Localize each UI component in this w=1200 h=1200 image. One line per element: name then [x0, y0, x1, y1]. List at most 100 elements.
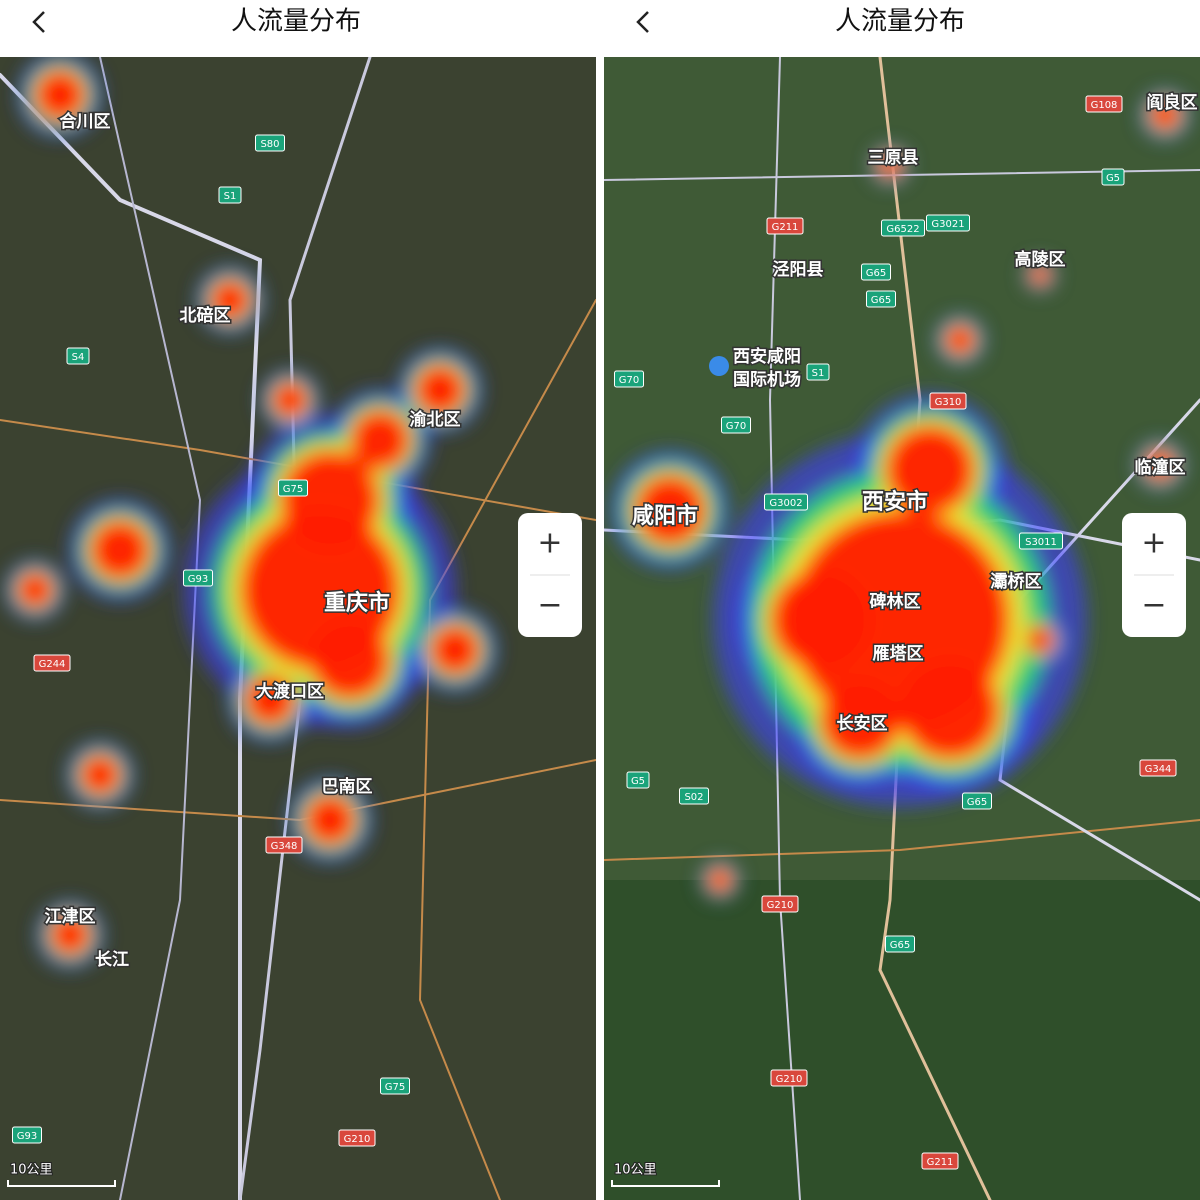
place-label: 高陵区: [1015, 249, 1066, 270]
place-label: 阎良区: [1147, 92, 1198, 113]
scale-bar: [7, 1180, 116, 1187]
place-label: 北碚区: [180, 305, 231, 326]
road-sign: [33, 654, 71, 672]
heat-blob: [90, 520, 150, 580]
zoom-out[interactable]: −: [1141, 588, 1166, 623]
road-sign: [183, 569, 213, 587]
back-button[interactable]: [32, 11, 45, 33]
road-sign: [806, 363, 830, 381]
road-sign: [380, 1077, 410, 1095]
road-sign: [12, 1126, 42, 1144]
road-sign: [255, 134, 285, 152]
zoom-out[interactable]: −: [537, 588, 562, 623]
heatmap-left: [4, 57, 498, 969]
heat-blob: [635, 475, 705, 545]
road-sign-label: G108: [1091, 100, 1118, 111]
page-title: 人流量分布: [835, 7, 965, 37]
road-sign-label: S1: [812, 368, 825, 379]
road-sign: [770, 1069, 808, 1087]
place-label: 灞桥区: [991, 571, 1042, 592]
heat-blob: [945, 325, 975, 355]
heat-blob: [415, 365, 465, 415]
scale-bar: [611, 1180, 720, 1187]
heat-blob: [35, 70, 85, 120]
labels: 人流量分布 S80 S1 S4 G75 G93 G244 G348 G75 G210 G93 合川区北…: [7, 7, 1199, 1187]
heat-blob: [350, 410, 410, 470]
place-label: 雁塔区: [873, 643, 924, 664]
road-sign-label: G5: [1106, 173, 1120, 184]
heat-blob: [878, 153, 902, 177]
road-sign: [679, 787, 709, 805]
road-sign: [861, 263, 891, 281]
road-sign-label: G348: [271, 841, 298, 852]
divider: [596, 0, 604, 1200]
road-sign-label: G75: [283, 484, 303, 495]
road-sign: [721, 416, 751, 434]
heat-blob: [280, 450, 380, 550]
place-label: 巴南区: [322, 776, 373, 797]
road-sign-label: G6522: [886, 224, 919, 235]
road-sign-label: S4: [72, 352, 85, 363]
road-sign-label: S02: [684, 792, 703, 803]
place-label: 三原县: [868, 148, 919, 168]
zoom-in[interactable]: +: [537, 526, 562, 561]
road-sign: [218, 186, 242, 204]
road-sign-label: G211: [772, 222, 799, 233]
place-label: 临潼区: [1135, 457, 1186, 478]
road-sign: [761, 895, 799, 913]
place-label: 西安市: [862, 489, 928, 515]
heat-blob: [885, 425, 975, 515]
road-sign-label: G210: [776, 1074, 803, 1085]
road-sign: [66, 347, 90, 365]
place-label: 江津区: [45, 906, 96, 927]
road-sign-label: G65: [890, 940, 910, 951]
heat-blob: [310, 620, 390, 700]
road-sign: [962, 792, 992, 810]
road-sign: [338, 1129, 376, 1147]
place-label: 国际机场: [733, 369, 801, 390]
place-label: 重庆市: [324, 590, 390, 616]
road-sign-label: S3011: [1025, 537, 1057, 548]
road-sign: [885, 935, 915, 953]
page-title: 人流量分布: [231, 7, 361, 37]
heat-blob: [1145, 450, 1175, 480]
road-sign-label: G5: [631, 776, 645, 787]
road-sign-label: G3021: [931, 219, 964, 230]
road-sign-label: G3002: [769, 498, 802, 509]
heat-blob: [272, 382, 308, 418]
road-sign: [926, 214, 970, 232]
road-sign: [1085, 95, 1123, 113]
road-sign: [1101, 168, 1125, 186]
mountains: [604, 880, 1200, 1200]
road-sign-label: G70: [619, 375, 639, 386]
road-sign-label: G70: [726, 421, 746, 432]
place-label: 渝北区: [410, 409, 461, 430]
place-label: 泾阳县: [773, 259, 824, 280]
road-sign: [278, 479, 308, 497]
back-button[interactable]: [636, 11, 649, 33]
place-label: 西安咸阳: [733, 346, 801, 367]
heat-blob: [17, 572, 53, 608]
place-label: 大渡口区: [256, 681, 324, 702]
road-sign-label: G65: [866, 268, 886, 279]
heat-blob: [1026, 626, 1054, 654]
road-sign-label: G344: [1145, 764, 1172, 775]
road-sign-label: G93: [188, 574, 208, 585]
road-sign: [929, 392, 967, 410]
scale-label: 10公里: [10, 1163, 53, 1178]
place-label: 合川区: [60, 111, 111, 132]
scale-label: 10公里: [614, 1163, 657, 1178]
heatmap-right: [610, 89, 1191, 901]
road-sign: [866, 290, 896, 308]
road-sign: [1019, 532, 1063, 550]
road-sign-label: G75: [385, 1082, 405, 1093]
heat-blob: [708, 868, 732, 892]
place-label: 长江: [95, 949, 129, 970]
zoom-in[interactable]: +: [1141, 526, 1166, 561]
road-sign: [921, 1152, 959, 1170]
road-sign-label: G65: [871, 295, 891, 306]
road-sign-label: G93: [17, 1131, 37, 1142]
road-sign-label: S1: [224, 191, 237, 202]
place-label: 咸阳市: [632, 503, 698, 529]
